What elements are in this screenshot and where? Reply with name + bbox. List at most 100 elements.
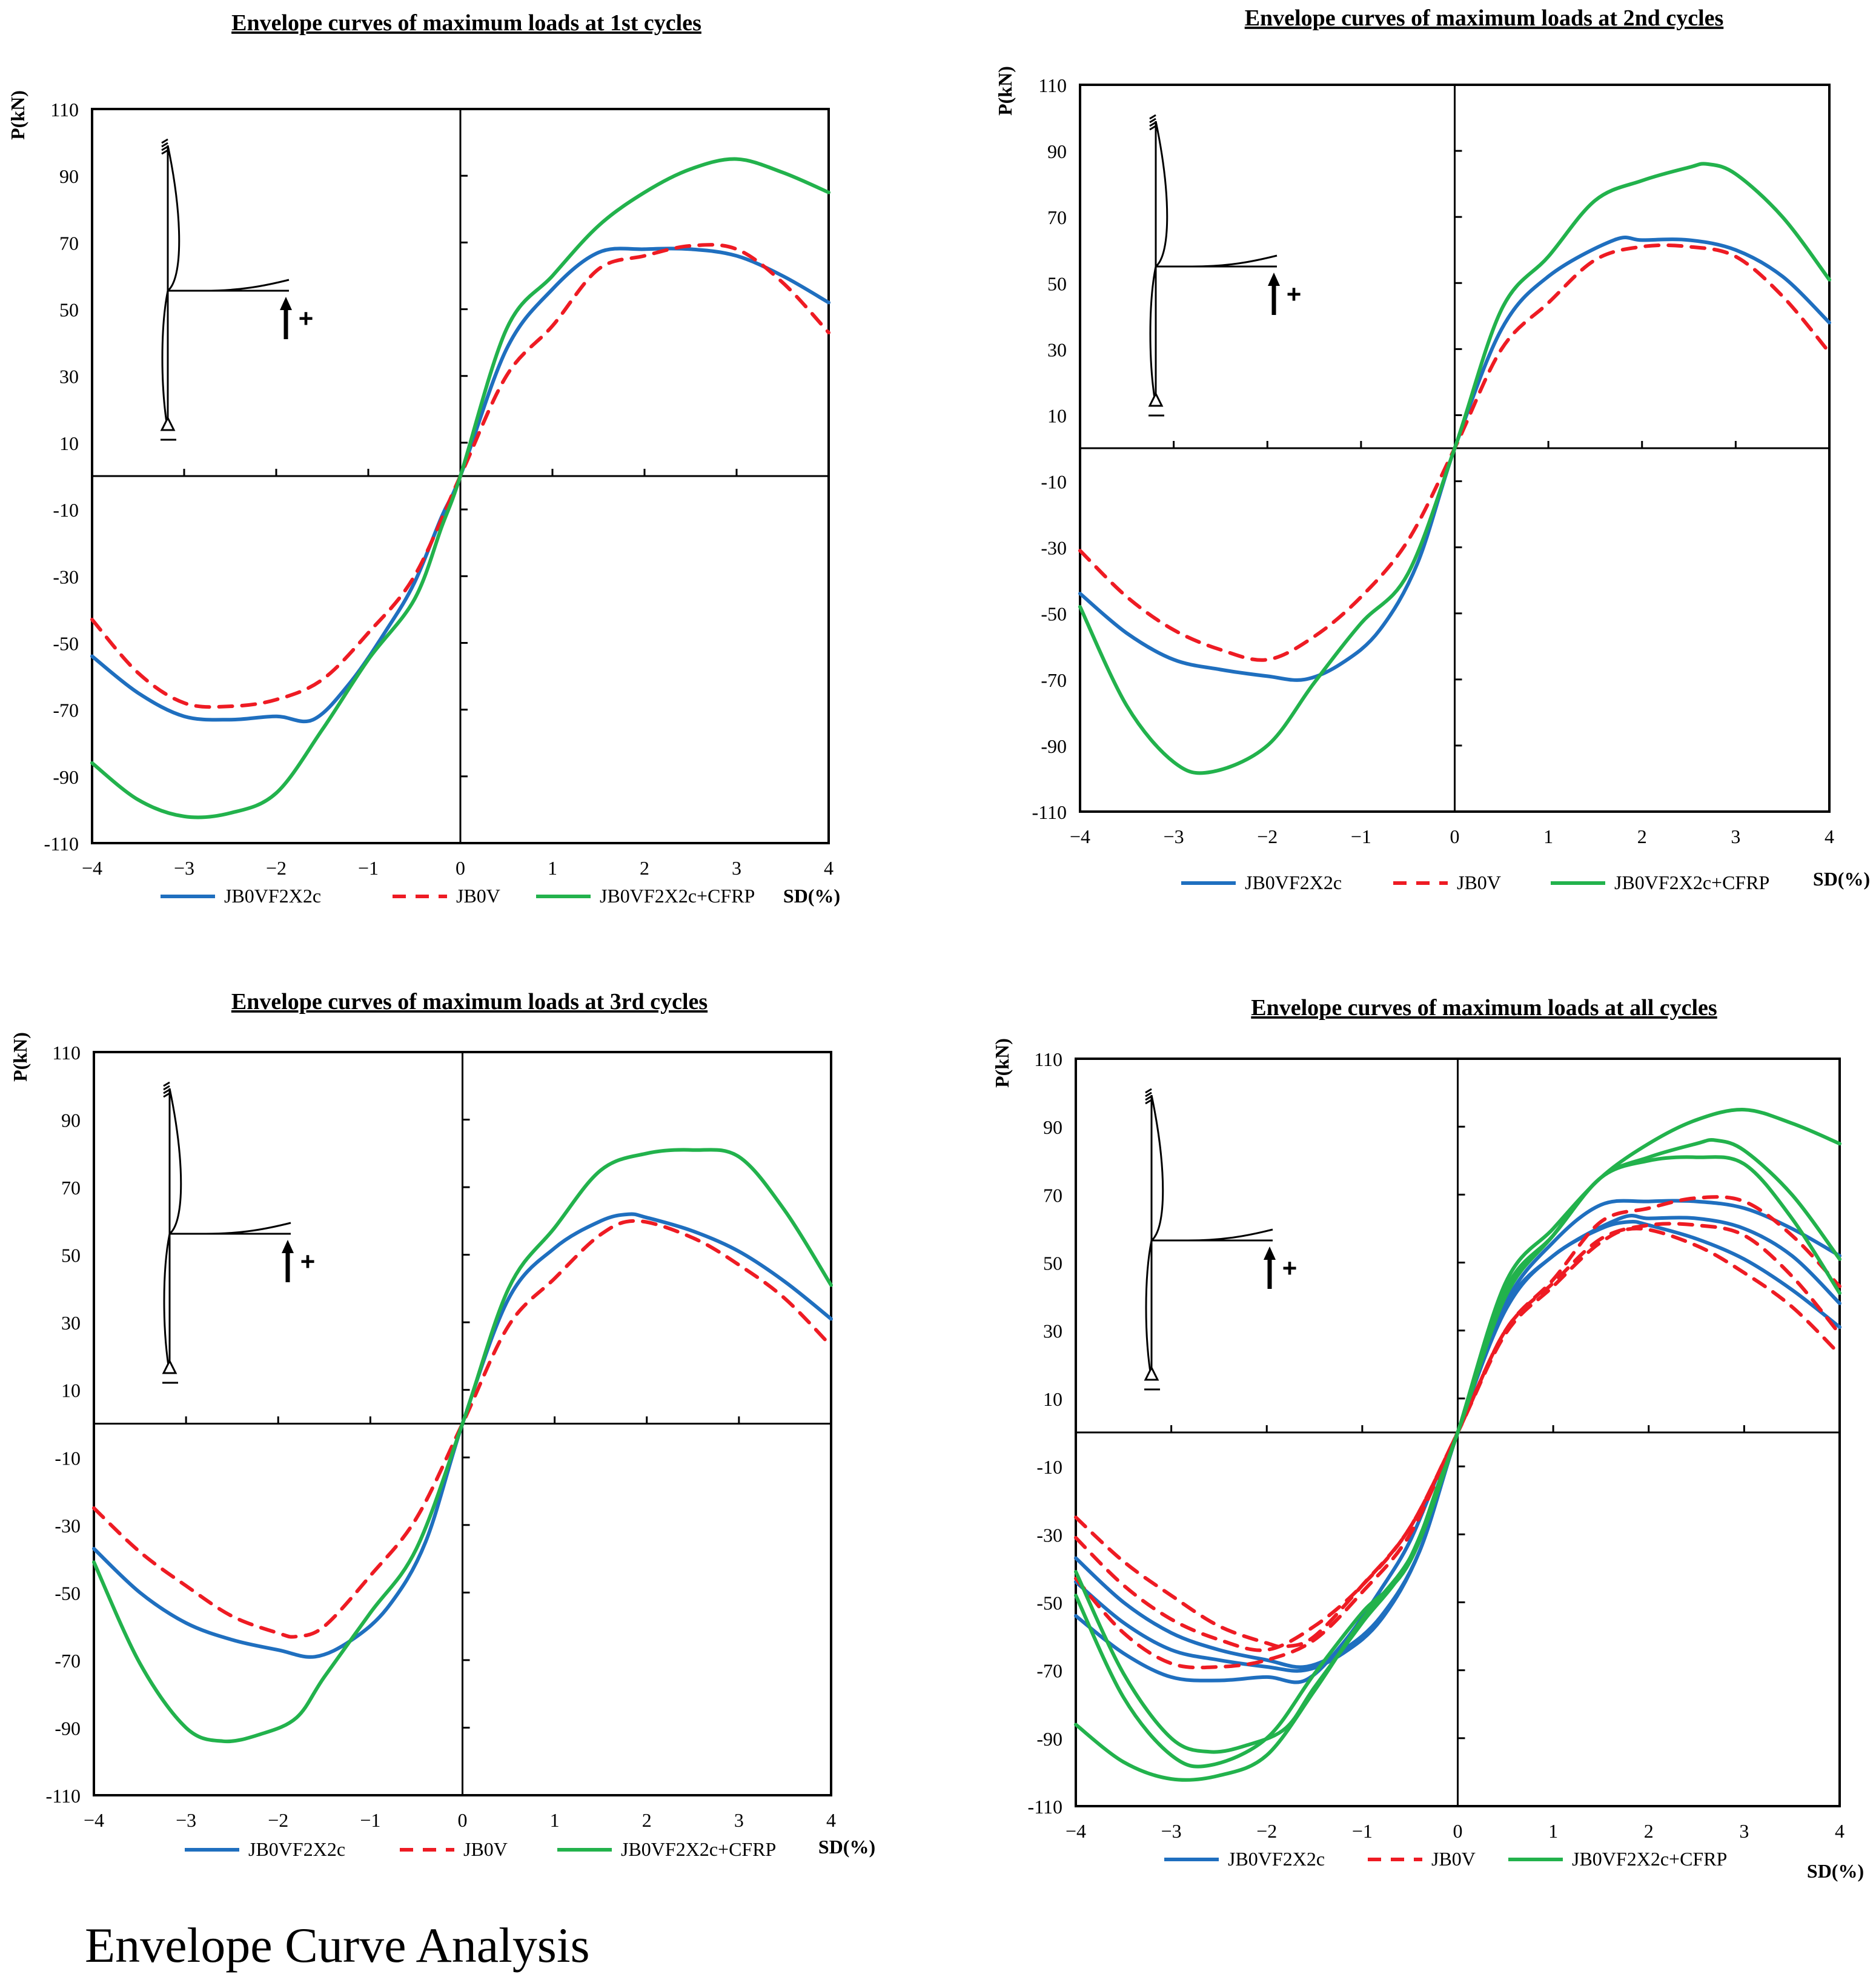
x-tick-label: −4 — [82, 857, 102, 879]
structure-sketch-icon: + — [1144, 1088, 1298, 1391]
series-line-jb0vf2x2c-cfrp — [1074, 1155, 1841, 1754]
x-tick-label: −3 — [1164, 826, 1184, 847]
load-direction-plus: + — [1282, 1254, 1298, 1282]
x-tick-label: 0 — [1450, 826, 1460, 847]
y-tick-label: -110 — [1032, 801, 1067, 823]
structure-sketch-icon: + — [1148, 114, 1302, 417]
pin-support-icon — [1144, 1365, 1159, 1381]
x-tick-label: −3 — [1161, 1820, 1182, 1842]
y-tick-label: -10 — [53, 499, 79, 521]
x-tick-label: 3 — [1739, 1820, 1749, 1842]
fixed-support-hatch — [163, 1092, 170, 1098]
y-tick-label: 90 — [61, 1110, 81, 1131]
legend-label: JB0VF2X2c — [224, 885, 321, 907]
x-tick-label: 2 — [1637, 826, 1647, 847]
y-tick-label: 70 — [1047, 207, 1067, 228]
page-caption: Envelope Curve Analysis — [85, 1918, 590, 1973]
y-tick-label: 110 — [1038, 74, 1067, 96]
x-axis-label: SD(%) — [818, 1836, 875, 1858]
load-direction-plus: + — [1287, 280, 1302, 308]
x-tick-label: −2 — [1257, 826, 1278, 847]
legend-label: JB0VF2X2c — [1245, 872, 1342, 893]
y-tick-label: -10 — [55, 1447, 81, 1469]
x-tick-label: −4 — [1070, 826, 1090, 847]
y-axis-label: P(kN) — [7, 90, 28, 140]
x-tick-label: 4 — [1825, 826, 1834, 847]
x-axis-label: SD(%) — [1813, 868, 1870, 890]
fixed-support-hatch — [163, 1081, 170, 1087]
chart-title: Envelope curves of maximum loads at all … — [1251, 995, 1717, 1021]
fixed-support-hatch — [1145, 1088, 1152, 1094]
legend-label: JB0V — [463, 1838, 508, 1860]
y-tick-label: -50 — [53, 632, 79, 654]
y-tick-label: -50 — [1041, 603, 1067, 625]
x-tick-label: −3 — [174, 857, 194, 879]
series-line-jb0v — [1074, 1222, 1841, 1652]
y-tick-label: 70 — [1043, 1184, 1062, 1206]
y-tick-label: -70 — [1041, 669, 1067, 691]
y-tick-label: -30 — [1041, 537, 1067, 559]
series-line-jb0v — [92, 1219, 833, 1639]
x-tick-label: 1 — [548, 857, 557, 879]
y-tick-label: 110 — [1034, 1048, 1062, 1070]
series-line-jb0vf2x2c-cfrp — [92, 1148, 833, 1744]
y-tick-label: 110 — [52, 1042, 81, 1064]
chart-panel-2: Envelope curves of maximum loads at 2nd … — [994, 5, 1870, 893]
y-tick-label: -110 — [46, 1785, 81, 1807]
y-tick-label: -110 — [1028, 1796, 1062, 1818]
y-tick-label: 10 — [1047, 405, 1067, 426]
x-tick-label: 2 — [640, 857, 649, 879]
y-tick-label: -30 — [1036, 1524, 1062, 1546]
load-arrow-icon — [1264, 1246, 1276, 1260]
y-tick-label: 110 — [50, 99, 79, 121]
chart-panel-4: Envelope curves of maximum loads at all … — [991, 995, 1864, 1882]
y-tick-label: 90 — [59, 165, 79, 187]
x-tick-label: −1 — [1351, 826, 1371, 847]
legend-label: JB0V — [1457, 872, 1501, 893]
y-tick-label: -70 — [1036, 1660, 1062, 1682]
y-tick-label: 30 — [1043, 1320, 1062, 1342]
legend-label: JB0VF2X2c — [248, 1838, 345, 1860]
fixed-support-hatch — [163, 1085, 170, 1091]
y-tick-label: -70 — [55, 1650, 81, 1672]
x-tick-label: −4 — [1066, 1820, 1086, 1842]
fixed-support-hatch — [161, 145, 168, 151]
chart-title: Envelope curves of maximum loads at 3rd … — [231, 989, 708, 1015]
x-axis-label: SD(%) — [783, 885, 840, 907]
beam-deflection — [1192, 254, 1278, 268]
load-arrow-icon — [282, 1240, 294, 1253]
y-tick-label: 30 — [1047, 339, 1067, 360]
fixed-support-hatch — [1145, 1099, 1152, 1105]
y-tick-label: 90 — [1047, 141, 1067, 162]
y-tick-label: -90 — [53, 766, 79, 788]
y-tick-label: 10 — [61, 1380, 81, 1402]
y-tick-label: 30 — [61, 1312, 81, 1334]
fixed-support-hatch — [1145, 1091, 1152, 1097]
x-tick-label: 1 — [1543, 826, 1553, 847]
x-tick-label: −1 — [360, 1809, 380, 1831]
fixed-support-hatch — [1149, 114, 1156, 120]
y-tick-label: 50 — [1047, 273, 1067, 294]
fixed-support-hatch — [163, 1088, 170, 1094]
x-tick-label: −1 — [1352, 1820, 1373, 1842]
fixed-support-hatch — [161, 142, 168, 148]
y-tick-label: 50 — [59, 299, 79, 321]
y-tick-label: -90 — [55, 1717, 81, 1739]
load-direction-plus: + — [300, 1247, 316, 1276]
y-axis-label: P(kN) — [991, 1038, 1013, 1088]
pin-support-icon — [1148, 391, 1164, 407]
legend-label: JB0V — [456, 885, 500, 907]
legend-label: JB0VF2X2c+CFRP — [1572, 1848, 1727, 1870]
x-tick-label: 4 — [826, 1809, 836, 1831]
x-axis-label: SD(%) — [1807, 1860, 1864, 1882]
fixed-support-hatch — [161, 138, 168, 144]
y-tick-label: 30 — [59, 366, 79, 388]
y-tick-label: 50 — [1043, 1253, 1062, 1274]
legend-label: JB0VF2X2c+CFRP — [600, 885, 755, 907]
legend-label: JB0VF2X2c+CFRP — [621, 1838, 776, 1860]
y-tick-label: -50 — [55, 1582, 81, 1604]
x-tick-label: −4 — [84, 1809, 104, 1831]
y-tick-label: 50 — [61, 1245, 81, 1266]
x-tick-label: −3 — [176, 1809, 196, 1831]
series-line-jb0vf2x2c-cfrp — [1078, 162, 1831, 775]
